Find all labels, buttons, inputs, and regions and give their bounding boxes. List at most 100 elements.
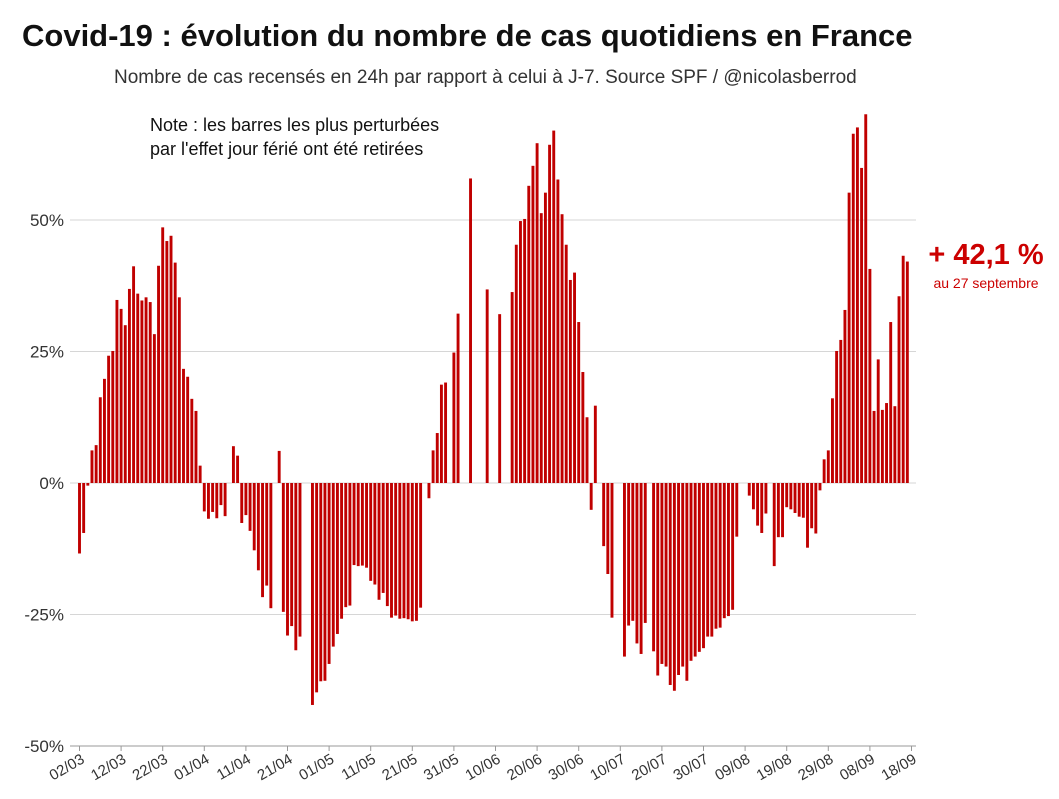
x-tick-label: 21/05 — [379, 751, 420, 784]
bar — [577, 322, 581, 483]
bar — [764, 483, 768, 514]
bar — [543, 192, 547, 483]
bar — [897, 296, 901, 483]
bar — [294, 483, 298, 651]
bar — [240, 483, 244, 523]
bar — [173, 262, 177, 483]
bar — [519, 221, 522, 484]
bar — [115, 299, 119, 483]
bar — [797, 483, 801, 517]
bar — [348, 483, 352, 606]
bar — [269, 483, 273, 609]
bar — [585, 417, 589, 483]
bar — [86, 483, 90, 486]
gridlines — [70, 219, 916, 747]
bar — [223, 483, 227, 517]
bar — [793, 483, 797, 513]
bar — [435, 433, 439, 483]
x-tick-label: 11/05 — [339, 751, 379, 784]
bar — [689, 483, 693, 661]
bar — [860, 167, 864, 483]
bar — [781, 483, 784, 538]
bar — [523, 218, 527, 483]
bar — [668, 483, 672, 685]
bar — [581, 372, 585, 483]
bar — [219, 483, 223, 506]
latest-date-annotation: au 27 septembre — [933, 275, 1038, 291]
y-tick-label: -50% — [24, 737, 64, 756]
bar — [531, 165, 535, 483]
bar — [132, 266, 136, 483]
bar — [127, 288, 131, 483]
bar — [365, 483, 368, 568]
bar — [760, 483, 764, 533]
bar — [469, 178, 472, 483]
bar — [889, 322, 893, 483]
bar — [510, 292, 514, 483]
bar — [157, 265, 160, 483]
bar — [398, 483, 402, 619]
bar — [498, 314, 502, 483]
bar — [714, 483, 718, 629]
bar — [826, 450, 830, 483]
x-tick-label: 29/08 — [795, 751, 836, 784]
bar — [444, 382, 448, 483]
bar — [215, 483, 219, 519]
bar — [344, 483, 348, 608]
bar — [381, 483, 385, 593]
bar — [78, 483, 81, 554]
chart-subtitle: Nombre de cas recensés en 24h par rappor… — [114, 67, 857, 88]
bar — [103, 378, 106, 483]
bar — [602, 483, 606, 547]
x-tick-label: 31/05 — [421, 751, 462, 784]
bar — [639, 483, 643, 654]
bar — [552, 130, 556, 483]
bar — [731, 483, 735, 610]
bar — [822, 459, 826, 483]
bar — [152, 334, 156, 483]
bar — [664, 483, 668, 667]
bar — [327, 483, 331, 664]
bar — [893, 406, 897, 483]
bar — [831, 398, 834, 483]
bar — [177, 297, 181, 483]
bar — [402, 483, 406, 619]
chart-title: Covid-19 : évolution du nombre de cas qu… — [22, 18, 913, 53]
bar — [377, 483, 381, 600]
bar — [785, 483, 789, 508]
bar — [390, 483, 393, 618]
bar — [136, 293, 140, 483]
bar — [718, 483, 722, 628]
bar — [311, 483, 314, 705]
bar — [331, 483, 335, 647]
bar — [265, 483, 269, 586]
bar — [652, 483, 656, 652]
bar — [373, 483, 377, 585]
bar — [82, 483, 86, 533]
bar — [697, 483, 701, 652]
bar — [352, 483, 356, 566]
bar — [868, 268, 872, 483]
bar — [107, 355, 111, 483]
bar — [901, 255, 905, 483]
bar — [843, 309, 847, 483]
bar — [681, 483, 685, 667]
bar — [236, 455, 240, 483]
bar — [277, 450, 281, 483]
x-tick-label: 20/07 — [629, 751, 670, 784]
bar — [298, 483, 302, 637]
x-axis: 02/03 12/03 22/03 01/04 11/04 21/04 01/05 11/05… — [46, 746, 920, 784]
bar — [814, 483, 818, 534]
bar — [776, 483, 780, 538]
bar — [835, 350, 839, 483]
bar — [872, 410, 876, 483]
bar — [568, 279, 572, 483]
bar — [627, 483, 631, 626]
bar — [356, 483, 360, 567]
bar — [747, 483, 751, 496]
bar — [610, 483, 614, 618]
bar — [660, 483, 664, 664]
bar — [722, 483, 726, 619]
bar — [148, 302, 152, 483]
bar — [685, 483, 689, 681]
